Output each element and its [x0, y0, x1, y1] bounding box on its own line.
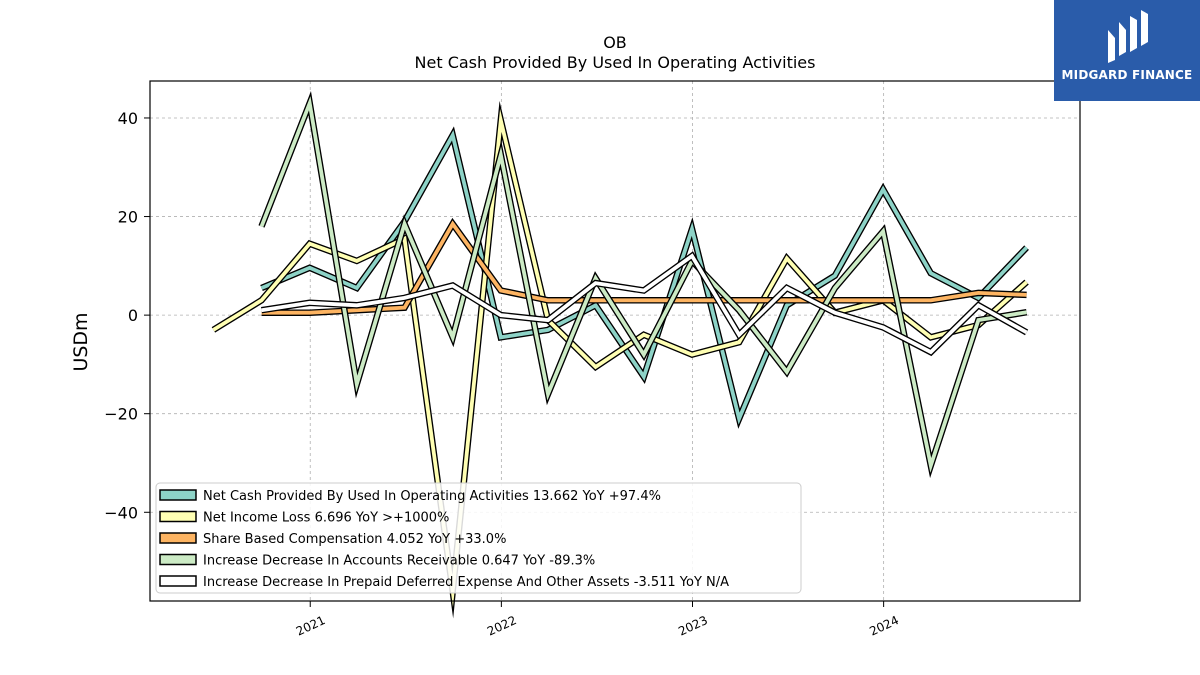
chart-title: OB	[603, 33, 627, 52]
chart-subtitle: Net Cash Provided By Used In Operating A…	[415, 53, 816, 72]
legend-swatch	[159, 510, 197, 523]
legend-label: Share Based Compensation 4.052 YoY +33.0…	[203, 532, 506, 547]
y-axis: −40 −20 0 20 40	[104, 109, 150, 522]
plot-area	[211, 91, 1029, 619]
legend-label: Net Income Loss 6.696 YoY >+1000%	[203, 511, 449, 526]
legend-swatch	[159, 532, 197, 544]
legend-label: Net Cash Provided By Used In Operating A…	[203, 489, 661, 504]
y-tick-label: 20	[118, 208, 138, 227]
y-tick-label: 0	[128, 306, 138, 325]
series-2-line	[212, 108, 1028, 608]
brand-logo: MIDGARD FINANCE	[1054, 0, 1200, 101]
series-5-line	[261, 253, 1028, 355]
legend-box	[155, 482, 802, 594]
legend-swatch	[159, 553, 197, 566]
logo-text: MIDGARD FINANCE	[1061, 68, 1193, 82]
legend: Net Cash Provided By Used In Operating A…	[155, 482, 802, 594]
y-tick-label: −40	[104, 503, 138, 522]
legend-swatch	[159, 575, 197, 587]
legend-label: Increase Decrease In Prepaid Deferred Ex…	[203, 575, 729, 590]
y-tick-label: −20	[104, 405, 138, 424]
series-4-line	[259, 96, 1027, 473]
legend-label: Increase Decrease In Accounts Receivable…	[203, 554, 595, 569]
y-axis-label: USDm	[70, 312, 92, 371]
logo-mark-icon	[1108, 10, 1148, 63]
plot-frame	[149, 80, 1081, 602]
legend-swatch	[159, 489, 197, 501]
y-tick-label: 40	[118, 109, 138, 128]
